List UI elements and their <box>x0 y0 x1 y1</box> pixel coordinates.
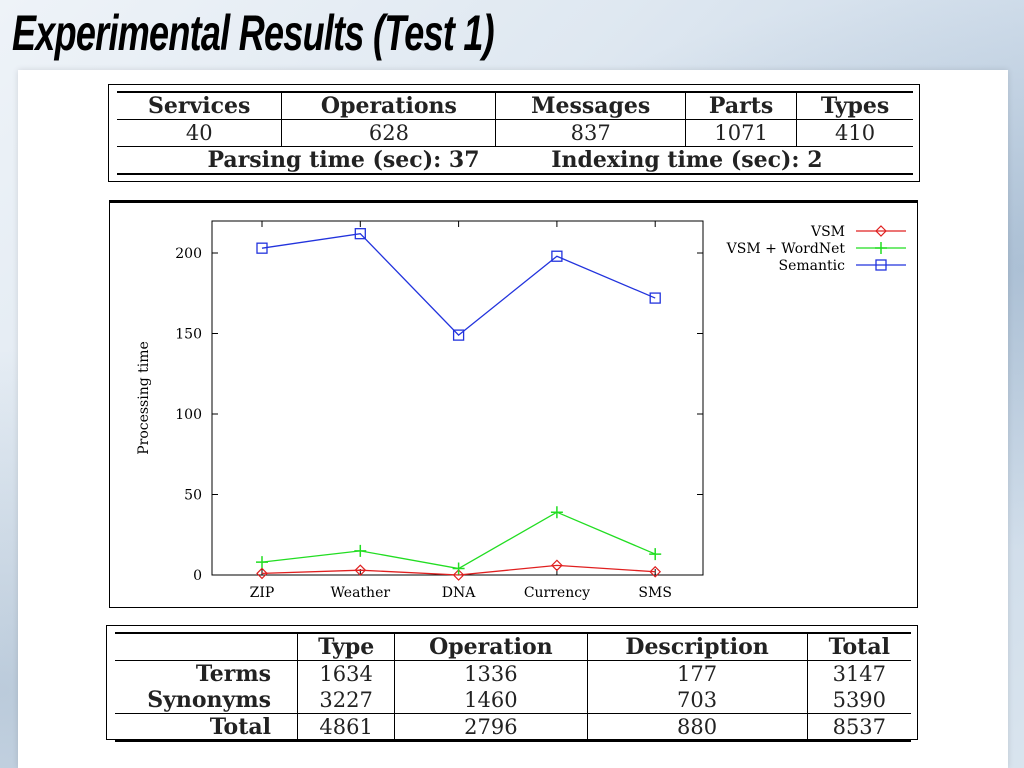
series-line-semantic <box>261 232 656 336</box>
value-services: 40 <box>185 121 213 145</box>
terms-synonyms-table: Type Operation Description Total Terms 1… <box>106 625 918 742</box>
legend-label-vsm-wordnet: VSM + WordNet <box>726 241 846 257</box>
processing-time-chart: 0 50 100 150 200 ZIP Weather DNA Currency SMS Proc… <box>109 200 918 608</box>
cell-total-operation: 2796 <box>394 713 587 741</box>
y-tick-label: 200 <box>175 246 202 262</box>
x-tick-label-weather: Weather <box>331 585 391 601</box>
y-tick-label: 50 <box>184 488 202 504</box>
header-total: Total <box>806 633 911 661</box>
table-row: Total 4861 2796 880 8537 <box>115 713 911 741</box>
dataset-stats-grid: Services Operations Messages Parts Types… <box>117 91 913 175</box>
y-axis-label: Processing time <box>136 341 152 455</box>
header-messages: Messages <box>495 92 686 120</box>
point-semantic-weather <box>354 228 366 240</box>
y-tick-label: 150 <box>175 327 202 343</box>
header-operations: Operations <box>281 92 496 120</box>
cell-terms-type: 1634 <box>296 660 395 687</box>
y-tick-label: 0 <box>193 568 202 584</box>
timing-row: Parsing time (sec): 37 Indexing time (se… <box>117 147 913 175</box>
point-vsm-wordnet-dna <box>452 562 465 575</box>
point-semantic-currency <box>551 250 563 262</box>
point-vsm-weather <box>354 564 367 577</box>
legend-marker-vsm-wordnet <box>875 242 887 254</box>
dataset-stats-table: Services Operations Messages Parts Types… <box>108 84 920 182</box>
cell-terms-total: 3147 <box>806 660 911 687</box>
parsing-time: Parsing time (sec): 37 <box>207 147 480 173</box>
table-row: Terms 1634 1336 177 3147 <box>115 660 911 687</box>
legend-label-semantic: Semantic <box>779 258 846 274</box>
row-label-terms: Terms <box>195 661 271 687</box>
cell-terms-description: 177 <box>586 660 808 687</box>
row-label-synonyms: Synonyms <box>147 687 271 713</box>
cell-total-type: 4861 <box>296 713 395 741</box>
point-semantic-sms <box>649 292 661 304</box>
cell-total-total: 8537 <box>806 713 911 741</box>
row-label-total: Total <box>209 714 271 740</box>
point-vsm-wordnet-sms <box>649 548 662 561</box>
cell-terms-operation: 1336 <box>394 660 587 687</box>
chart-canvas: 0 50 100 150 200 ZIP Weather DNA Currency SMS Proc… <box>136 220 906 601</box>
y-tick-label: 100 <box>175 407 202 423</box>
series-line-vsm <box>261 564 656 576</box>
header-types: Types <box>796 92 913 120</box>
value-types: 410 <box>796 119 913 147</box>
point-vsm-sms <box>649 565 662 578</box>
cell-synonyms-type: 3227 <box>296 687 395 714</box>
page-title: Experimental Results (Test 1) <box>12 5 495 61</box>
legend-marker-vsm <box>875 225 887 237</box>
point-semantic-zip <box>256 242 268 254</box>
legend-label-vsm: VSM <box>810 224 845 240</box>
point-vsm-wordnet-weather <box>354 544 367 557</box>
cell-total-description: 880 <box>586 713 808 741</box>
legend-marker-semantic <box>875 259 887 271</box>
header-parts: Parts <box>685 92 797 120</box>
value-messages: 837 <box>495 119 686 147</box>
x-tick-label-zip: ZIP <box>250 585 275 601</box>
point-vsm-currency <box>551 559 563 572</box>
header-services: Services <box>148 93 251 119</box>
point-vsm-zip <box>256 567 268 580</box>
x-tick-label-dna: DNA <box>442 585 476 601</box>
series-line-vsm-wordnet <box>261 511 656 570</box>
terms-synonyms-grid: Type Operation Description Total Terms 1… <box>115 632 911 742</box>
value-parts: 1071 <box>685 119 797 147</box>
point-semantic-dna <box>452 329 465 341</box>
cell-synonyms-total: 5390 <box>806 687 911 714</box>
header-blank <box>115 633 298 661</box>
x-tick-label-currency: Currency <box>524 585 590 601</box>
point-vsm-dna <box>452 569 465 581</box>
x-tick-label-sms: SMS <box>638 585 672 601</box>
cell-synonyms-operation: 1460 <box>394 687 587 714</box>
point-vsm-wordnet-zip <box>256 556 268 569</box>
table-row: Synonyms 3227 1460 703 5390 <box>115 687 911 714</box>
header-type: Type <box>296 633 395 661</box>
header-description: Description <box>586 633 808 661</box>
cell-synonyms-description: 703 <box>586 687 808 714</box>
plot-frame <box>211 220 704 576</box>
indexing-time: Indexing time (sec): 2 <box>551 147 823 173</box>
value-operations: 628 <box>281 119 496 147</box>
point-vsm-wordnet-currency <box>550 506 563 519</box>
header-operation: Operation <box>394 633 587 661</box>
